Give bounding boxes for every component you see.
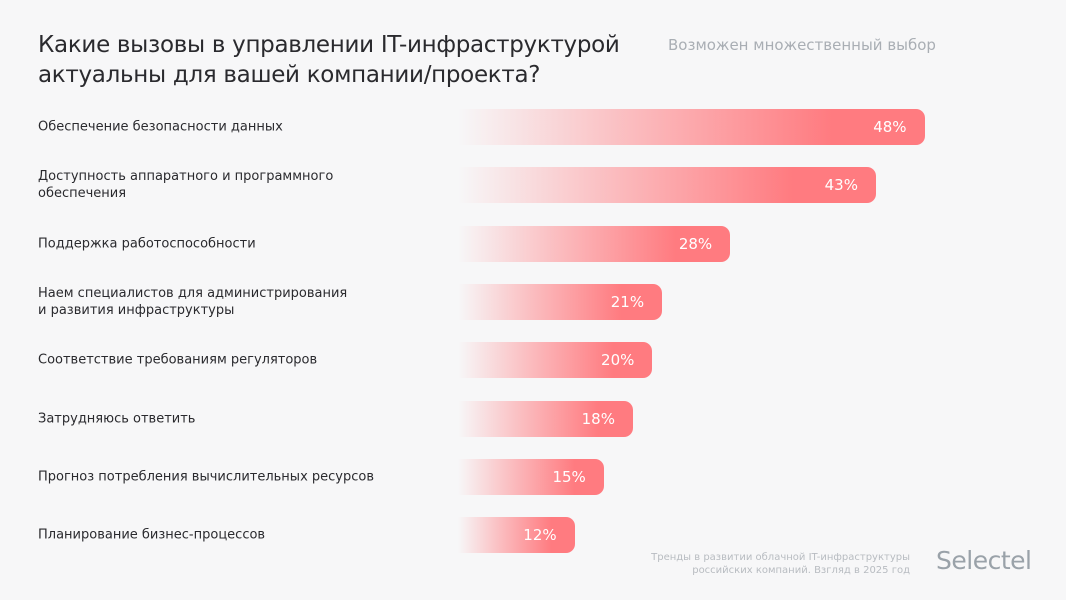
category-label-line: и развития инфраструктуры [38,302,235,318]
category-label-line: Поддержка работоспособности [38,236,256,252]
value-label: 12% [523,526,557,545]
bar [458,400,633,437]
category-label: Соответствие требованиям регуляторов [38,352,438,369]
category-label: Доступность аппаратного и программного об… [38,168,438,202]
category-label: Наем специалистов для администрирования и… [38,285,438,319]
value-label: 20% [601,351,635,370]
category-label: Затрудняюсь ответить [38,410,438,427]
category-label-line: Доступность аппаратного и программного [38,169,334,185]
category-label: Прогноз потребления вычислительных ресур… [38,468,438,485]
value-label: 28% [678,234,713,253]
chart-title: Какие вызовы в управлении IT-инфраструкт… [38,32,620,88]
category-label-line: Обеспечение безопасности данных [38,119,283,135]
bar [458,167,876,204]
category-label-line: обеспечения [38,186,127,202]
value-label: 48% [873,118,907,136]
selectel-logo: Selectel [936,546,1032,575]
category-label-line: Планирование бизнес-процессов [38,527,266,543]
bar [458,458,604,495]
bar [458,283,663,320]
chart-subtitle: Возможен множественный выбор [668,36,936,54]
category-label: Планирование бизнес-процессов [38,527,438,544]
category-label-line: Затрудняюсь ответить [38,411,196,426]
category-label-line: Прогноз потребления вычислительных ресур… [38,469,375,485]
source-line-2: российских компаний. Взгляд в 2025 год [692,565,910,576]
value-label: 18% [581,409,615,428]
bar [458,517,575,554]
bar [458,109,925,145]
bar [458,342,653,379]
source-line-1: Тренды в развитии облачной IT-инфраструк… [651,552,910,563]
bar [458,225,731,262]
value-label: 15% [552,467,586,486]
category-label: Поддержка работоспособности [38,235,438,252]
value-label: 21% [610,292,645,311]
source-note: Тренды в развитии облачной IT-инфраструк… [651,551,910,577]
category-label: Обеспечение безопасности данных [38,119,438,136]
value-label: 43% [824,176,858,195]
category-label-line: Соответствие требованиям регуляторов [38,352,318,368]
category-label-line: Наем специалистов для администрирования [38,285,348,301]
